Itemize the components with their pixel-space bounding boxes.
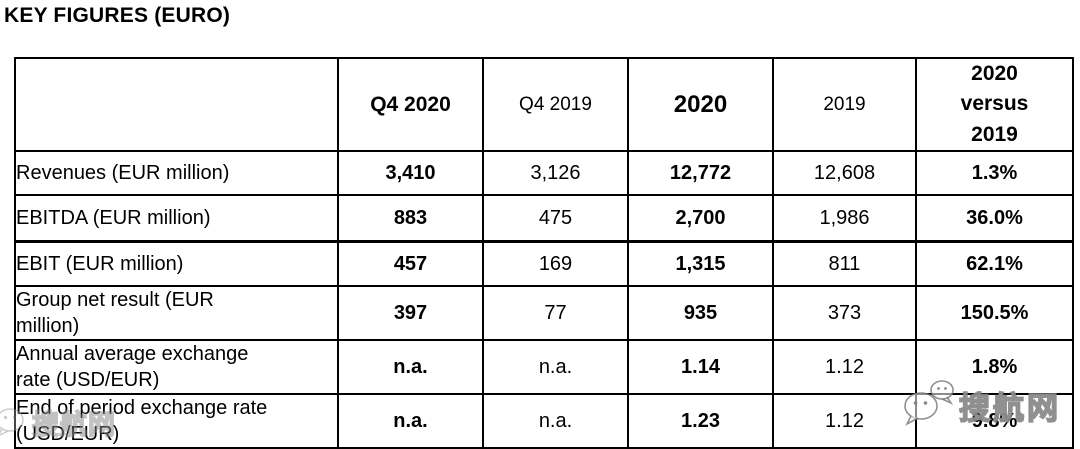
table-row-end-of-period-exchange-rate: End of period exchange rate (USD/EUR) n.… <box>14 393 1074 449</box>
cell-value: n.a. <box>482 339 629 396</box>
column-header-blank <box>14 56 339 153</box>
table-row-group-net-result: Group net result (EUR million) 397 77 93… <box>14 285 1074 342</box>
cell-value: n.a. <box>482 393 629 449</box>
cell-value: 9.8% <box>915 393 1074 449</box>
column-header-2020: 2020 <box>627 56 774 153</box>
cell-value: 1.12 <box>772 339 917 396</box>
row-label: EBITDA (EUR million) <box>14 194 339 243</box>
column-header-2020-versus-2019: 2020 versus 2019 <box>915 56 1074 153</box>
row-label: EBIT (EUR million) <box>14 240 339 288</box>
column-header-2019: 2019 <box>772 56 917 153</box>
cell-value: 3,126 <box>482 150 629 197</box>
cell-value: 1.14 <box>627 339 774 396</box>
cell-value: 1,986 <box>772 194 917 243</box>
cell-value: 935 <box>627 285 774 342</box>
cell-value: 883 <box>337 194 484 243</box>
page-title: KEY FIGURES (EURO) <box>4 4 231 27</box>
row-label: Group net result (EUR million) <box>14 285 339 342</box>
cell-value: 1.12 <box>772 393 917 449</box>
column-header-q4-2019: Q4 2019 <box>482 56 629 153</box>
cell-value: 1.8% <box>915 339 1074 396</box>
key-figures-table: Q4 2020 Q4 2019 2020 2019 2020 versus 20… <box>14 56 1074 449</box>
cell-value: 475 <box>482 194 629 243</box>
cell-value: 1,315 <box>627 240 774 288</box>
cell-value: 2,700 <box>627 194 774 243</box>
cell-value: 397 <box>337 285 484 342</box>
column-header-q4-2020: Q4 2020 <box>337 56 484 153</box>
cell-value: 12,608 <box>772 150 917 197</box>
cell-value: 77 <box>482 285 629 342</box>
row-label: Annual average exchange rate (USD/EUR) <box>14 339 339 396</box>
table-header-row: Q4 2020 Q4 2019 2020 2019 2020 versus 20… <box>14 56 1074 153</box>
row-label: End of period exchange rate (USD/EUR) <box>14 393 339 449</box>
table-row-ebit: EBIT (EUR million) 457 169 1,315 811 62.… <box>14 240 1074 288</box>
cell-value: 169 <box>482 240 629 288</box>
cell-value: 12,772 <box>627 150 774 197</box>
cell-value: n.a. <box>337 339 484 396</box>
cell-value: 36.0% <box>915 194 1074 243</box>
cell-value: 1.3% <box>915 150 1074 197</box>
cell-value: 1.23 <box>627 393 774 449</box>
cell-value: n.a. <box>337 393 484 449</box>
row-label: Revenues (EUR million) <box>14 150 339 197</box>
cell-value: 3,410 <box>337 150 484 197</box>
table-row-annual-average-exchange-rate: Annual average exchange rate (USD/EUR) n… <box>14 339 1074 396</box>
table-row-ebitda: EBITDA (EUR million) 883 475 2,700 1,986… <box>14 194 1074 243</box>
cell-value: 150.5% <box>915 285 1074 342</box>
cell-value: 457 <box>337 240 484 288</box>
cell-value: 811 <box>772 240 917 288</box>
table-row-revenues: Revenues (EUR million) 3,410 3,126 12,77… <box>14 150 1074 197</box>
cell-value: 373 <box>772 285 917 342</box>
cell-value: 62.1% <box>915 240 1074 288</box>
